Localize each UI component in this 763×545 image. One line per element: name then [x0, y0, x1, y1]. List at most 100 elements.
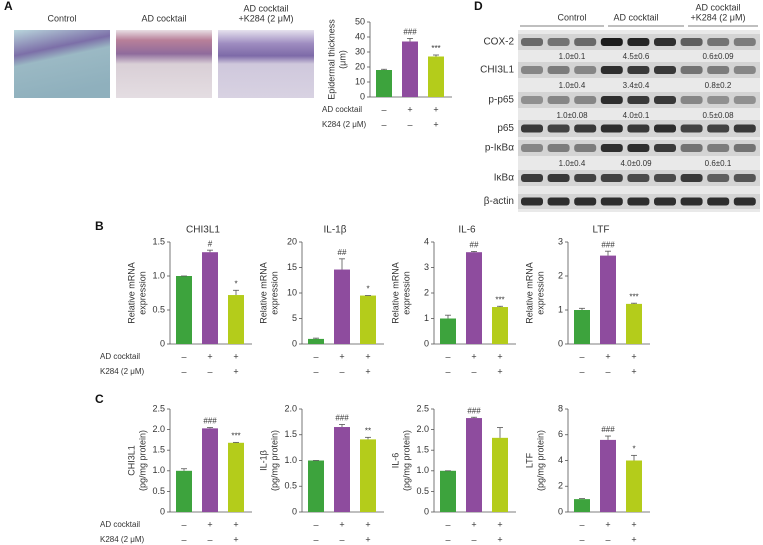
y-axis-label: (pg/mg protein) — [535, 430, 545, 491]
bar — [492, 437, 508, 512]
blot-band — [521, 66, 543, 74]
blot-quant: 4.0±0.09 — [620, 159, 652, 168]
y-axis-label: expression — [137, 271, 147, 315]
blot-band — [707, 38, 730, 46]
blot-band — [680, 174, 703, 182]
condition-sign: + — [233, 519, 238, 529]
condition-sign: + — [497, 534, 502, 544]
blot-band — [521, 197, 543, 206]
y-tick-label: 0 — [424, 506, 429, 516]
blot-band — [680, 96, 703, 104]
blot-quant: 1.0±0.1 — [559, 52, 586, 61]
blot-band — [574, 96, 597, 104]
bar — [334, 427, 350, 512]
bar — [202, 252, 218, 344]
blot-band — [547, 66, 570, 74]
condition-sign: + — [433, 119, 438, 129]
bar — [176, 276, 192, 344]
condition-sign: + — [365, 351, 370, 361]
blot-band — [521, 38, 543, 46]
condition-sign: – — [181, 366, 186, 376]
blot-band — [547, 38, 570, 46]
condition-sign: – — [445, 534, 450, 544]
y-tick-label: 2 — [558, 270, 563, 280]
blot-quant: 1.0±0.4 — [559, 159, 586, 168]
y-tick-label: 6 — [558, 429, 563, 439]
bar — [308, 338, 324, 344]
bar — [600, 439, 616, 512]
y-tick-label: 50 — [355, 16, 365, 26]
chart-title: CHI3L1 — [186, 225, 220, 236]
histology-label: Control — [47, 13, 76, 23]
panel-label: B — [95, 219, 104, 233]
blot-band — [733, 38, 756, 46]
panel-label: D — [474, 0, 483, 13]
y-tick-label: 0 — [558, 338, 563, 348]
condition-sign: – — [313, 351, 318, 361]
y-tick-label: 1 — [424, 313, 429, 323]
histology-label: AD cocktail — [243, 3, 288, 13]
y-axis-label: IL-1β — [258, 450, 268, 471]
y-tick-label: 5 — [292, 313, 297, 323]
y-axis-label: Relative mRNA — [390, 262, 400, 324]
bar — [574, 310, 590, 344]
blot-band — [680, 124, 703, 133]
condition-sign: – — [407, 119, 412, 129]
y-axis-label: Relative mRNA — [126, 262, 136, 324]
y-axis-label: expression — [269, 271, 279, 315]
y-axis-label: expression — [535, 271, 545, 315]
blot-row-label: p65 — [497, 123, 514, 134]
significance-label: # — [208, 239, 213, 248]
y-axis-label: IL-6 — [390, 453, 400, 469]
bar — [440, 318, 456, 344]
blot-quant: 1.0±0.08 — [556, 111, 588, 120]
significance-label: *** — [629, 292, 638, 301]
y-tick-label: 2 — [558, 481, 563, 491]
y-tick-label: 0 — [424, 338, 429, 348]
condition-sign: – — [471, 534, 476, 544]
y-tick-label: 2.5 — [152, 403, 165, 413]
panel-label: C — [95, 392, 104, 406]
y-tick-label: 10 — [287, 287, 297, 297]
blot-band — [707, 124, 730, 133]
blot-band — [521, 124, 543, 133]
blot-row-label: IκBα — [494, 173, 514, 184]
bar — [176, 470, 192, 512]
blot-group-label: AD cocktail — [613, 12, 658, 22]
condition-sign: – — [605, 366, 610, 376]
y-tick-label: 20 — [355, 61, 365, 71]
bar — [626, 303, 642, 344]
y-tick-label: 30 — [355, 46, 365, 56]
blot-band — [627, 144, 650, 152]
condition-sign: – — [313, 534, 318, 544]
blot-band — [654, 144, 676, 152]
significance-label: *** — [495, 295, 504, 304]
condition-sign: + — [497, 519, 502, 529]
blot-band — [627, 96, 650, 104]
blot-band — [707, 197, 730, 206]
y-tick-label: 0.5 — [284, 481, 297, 491]
condition-sign: – — [471, 366, 476, 376]
condition-sign: + — [631, 534, 636, 544]
histology-image — [116, 30, 212, 98]
blot-band — [600, 197, 623, 206]
blot-quant: 1.0±0.4 — [559, 81, 586, 90]
y-tick-label: 2.0 — [152, 424, 165, 434]
condition-sign: – — [339, 366, 344, 376]
blot-quant: 4.0±0.1 — [623, 111, 650, 120]
blot-band — [733, 144, 756, 152]
condition-sign: + — [407, 104, 412, 114]
blot-band — [547, 144, 570, 152]
y-tick-label: 20 — [287, 236, 297, 246]
blot-row-label: p-IκBα — [485, 143, 514, 154]
y-tick-label: 0 — [292, 506, 297, 516]
blot-band — [574, 38, 597, 46]
y-tick-label: 1 — [558, 304, 563, 314]
blot-band — [654, 38, 676, 46]
blot-quant: 0.8±0.2 — [705, 81, 732, 90]
y-tick-label: 0 — [160, 338, 165, 348]
y-axis-label: (pg/mg protein) — [137, 430, 147, 491]
y-tick-label: 1.5 — [152, 236, 165, 246]
blot-band — [521, 144, 543, 152]
significance-label: * — [632, 444, 635, 453]
